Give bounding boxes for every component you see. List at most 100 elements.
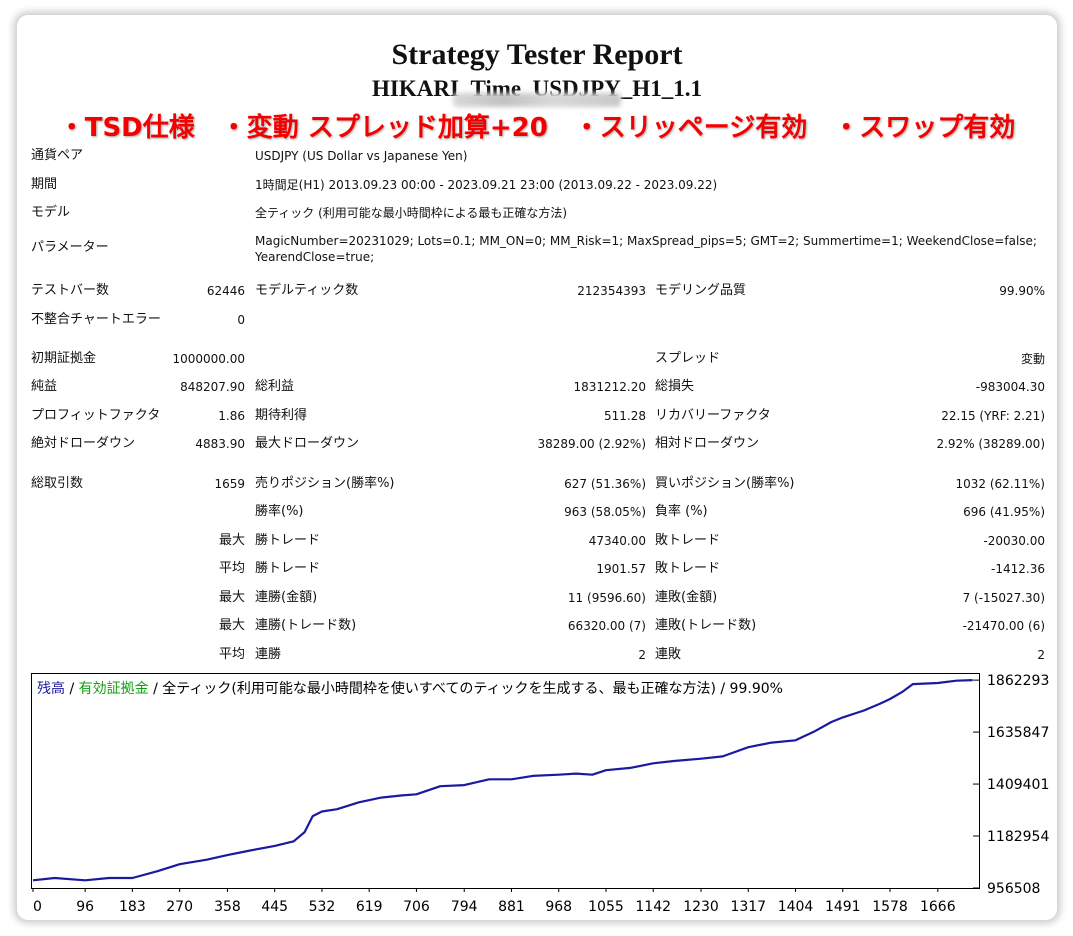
pf-value: 1.86 bbox=[218, 409, 245, 423]
avg-loss-value: -1412.36 bbox=[991, 562, 1045, 576]
ticks-value: 212354393 bbox=[577, 284, 646, 298]
rel-dd-label: 相対ドローダウン bbox=[655, 436, 760, 451]
symbol-label: 通貨ペア bbox=[31, 148, 84, 163]
avg-cons-wins-value: 2 bbox=[638, 648, 646, 662]
params-line-2: YearendClose=true; bbox=[255, 250, 375, 264]
quality-value: 99.90% bbox=[999, 284, 1045, 298]
average-prefix: 平均 bbox=[218, 561, 245, 576]
x-tick-label: 1230 bbox=[683, 899, 719, 915]
y-tick-label: 956508 bbox=[987, 881, 1040, 897]
conditions-banner: ・TSD仕様 ・変動 スプレッド加算+20 ・スリッページ有効 ・スワップ有効 bbox=[58, 113, 1016, 143]
long-label: 買いポジション(勝率%) bbox=[655, 476, 795, 491]
x-tick-label: 445 bbox=[261, 899, 288, 915]
win-value: 963 (58.05%) bbox=[564, 505, 646, 519]
spread-value: 変動 bbox=[1020, 352, 1045, 366]
y-tick-label: 1635847 bbox=[987, 725, 1049, 741]
win-label: 勝率(%) bbox=[255, 504, 304, 519]
x-tick-label: 619 bbox=[356, 899, 383, 915]
y-axis-labels: 956508 1182954 1409401 1635847 1862293 bbox=[987, 673, 1049, 897]
legend-rest: / 全ティック(利用可能な最小時間枠を使いすべてのティックを生成する、最も正確な… bbox=[149, 680, 783, 697]
net-value: 848207.90 bbox=[180, 380, 245, 394]
deposit-label: 初期証拠金 bbox=[31, 351, 97, 366]
x-tick-label: 881 bbox=[498, 899, 525, 915]
x-axis-labels: 0 96 183 270 358 445 532 619 706 794 881 968 1055 114… bbox=[33, 899, 956, 915]
x-tick-label: 96 bbox=[76, 899, 94, 915]
largest-loss-value: -20030.00 bbox=[983, 534, 1045, 548]
x-tick-label: 1666 bbox=[920, 899, 956, 915]
x-tick-label: 706 bbox=[403, 899, 430, 915]
trades-value: 1659 bbox=[214, 477, 245, 491]
params-label: パラメーター bbox=[31, 240, 109, 255]
x-tick-label: 0 bbox=[33, 899, 42, 915]
avg-win-label: 勝トレード bbox=[255, 561, 321, 576]
ticks-label: モデルティック数 bbox=[255, 283, 359, 298]
gross-profit-value: 1831212.20 bbox=[573, 380, 646, 394]
cons-money-prefix: 最大 bbox=[218, 590, 245, 605]
cons-wins-money-value: 11 (9596.60) bbox=[567, 591, 646, 605]
rel-dd-value: 2.92% (38289.00) bbox=[936, 437, 1045, 451]
avg-cons-losses-value: 2 bbox=[1037, 648, 1045, 662]
chart-legend: 残高 / 有効証拠金 / 全ティック(利用可能な最小時間枠を使いすべてのティック… bbox=[37, 680, 783, 697]
cons-wins-count-value: 66320.00 (7) bbox=[567, 619, 646, 633]
deposit-value: 1000000.00 bbox=[172, 352, 245, 366]
x-tick-label: 794 bbox=[451, 899, 478, 915]
y-tick-label: 1182954 bbox=[987, 829, 1049, 845]
x-tick-label: 358 bbox=[214, 899, 241, 915]
spread-label: スプレッド bbox=[655, 351, 721, 366]
params-line-1: MagicNumber=20231029; Lots=0.1; MM_ON=0;… bbox=[255, 234, 1037, 248]
mismatch-value: 0 bbox=[237, 313, 245, 327]
loss-value: 696 (41.95%) bbox=[963, 505, 1045, 519]
pf-label: プロフィットファクタ bbox=[31, 408, 161, 423]
quality-label: モデリング品質 bbox=[655, 283, 747, 298]
mismatch-label: 不整合チャートエラー bbox=[31, 312, 161, 327]
x-tick-label: 968 bbox=[545, 899, 572, 915]
balance-chart: 残高 / 有効証拠金 / 全ティック(利用可能な最小時間枠を使いすべてのティック… bbox=[31, 673, 1049, 915]
short-value: 627 (51.36%) bbox=[564, 477, 646, 491]
y-tick-label: 1409401 bbox=[987, 777, 1049, 793]
loss-label: 負率 (%) bbox=[655, 504, 708, 519]
legend-equity: 有効証拠金 bbox=[79, 681, 149, 697]
gross-loss-label: 総損失 bbox=[655, 379, 695, 394]
max-dd-value: 38289.00 (2.92%) bbox=[537, 437, 646, 451]
x-tick-label: 1317 bbox=[730, 899, 766, 915]
x-tick-label: 1142 bbox=[635, 899, 671, 915]
long-value: 1032 (62.11%) bbox=[955, 477, 1045, 491]
cons-losses-money-label: 連敗(金額) bbox=[655, 590, 718, 605]
largest-win-label: 勝トレード bbox=[255, 533, 321, 548]
report-title: Strategy Tester Report bbox=[391, 38, 683, 71]
period-label: 期間 bbox=[31, 177, 58, 192]
cons-count-prefix: 最大 bbox=[218, 618, 245, 633]
avg-cons-wins-label: 連勝 bbox=[255, 647, 282, 662]
expected-label: 期待利得 bbox=[255, 408, 308, 423]
x-tick-label: 270 bbox=[166, 899, 193, 915]
cons-wins-count-label: 連勝(トレード数) bbox=[255, 618, 357, 633]
model-value: 全ティック (利用可能な最小時間枠による最も正確な方法) bbox=[255, 206, 568, 220]
cons-losses-money-value: 7 (-15027.30) bbox=[962, 591, 1045, 605]
largest-loss-label: 敗トレード bbox=[655, 533, 721, 548]
bars-value: 62446 bbox=[206, 284, 245, 298]
short-label: 売りポジション(勝率%) bbox=[255, 476, 395, 491]
recovery-label: リカバリーファクタ bbox=[655, 408, 771, 423]
axis-ticks bbox=[32, 679, 979, 892]
legend-sep: / bbox=[65, 681, 79, 697]
avg-win-value: 1901.57 bbox=[596, 562, 646, 576]
largest-win-value: 47340.00 bbox=[588, 534, 646, 548]
avg-cons-losses-label: 連敗 bbox=[655, 647, 682, 662]
bars-label: テストバー数 bbox=[31, 283, 110, 298]
net-label: 純益 bbox=[31, 379, 58, 394]
x-tick-label: 183 bbox=[119, 899, 146, 915]
x-tick-label: 1404 bbox=[778, 899, 814, 915]
redacted-text bbox=[453, 93, 621, 107]
x-tick-label: 1055 bbox=[588, 899, 624, 915]
abs-dd-value: 4883.90 bbox=[195, 437, 245, 451]
trades-label: 総取引数 bbox=[31, 476, 84, 491]
legend-balance: 残高 bbox=[37, 680, 65, 697]
abs-dd-label: 絶対ドローダウン bbox=[31, 436, 136, 451]
avg-cons-prefix: 平均 bbox=[218, 647, 245, 662]
max-dd-label: 最大ドローダウン bbox=[255, 436, 360, 451]
model-label: モデル bbox=[31, 205, 71, 220]
y-tick-label: 1862293 bbox=[987, 673, 1049, 689]
recovery-value: 22.15 (YRF: 2.21) bbox=[941, 409, 1045, 423]
avg-loss-label: 敗トレード bbox=[655, 561, 721, 576]
cons-wins-money-label: 連勝(金額) bbox=[255, 590, 318, 605]
